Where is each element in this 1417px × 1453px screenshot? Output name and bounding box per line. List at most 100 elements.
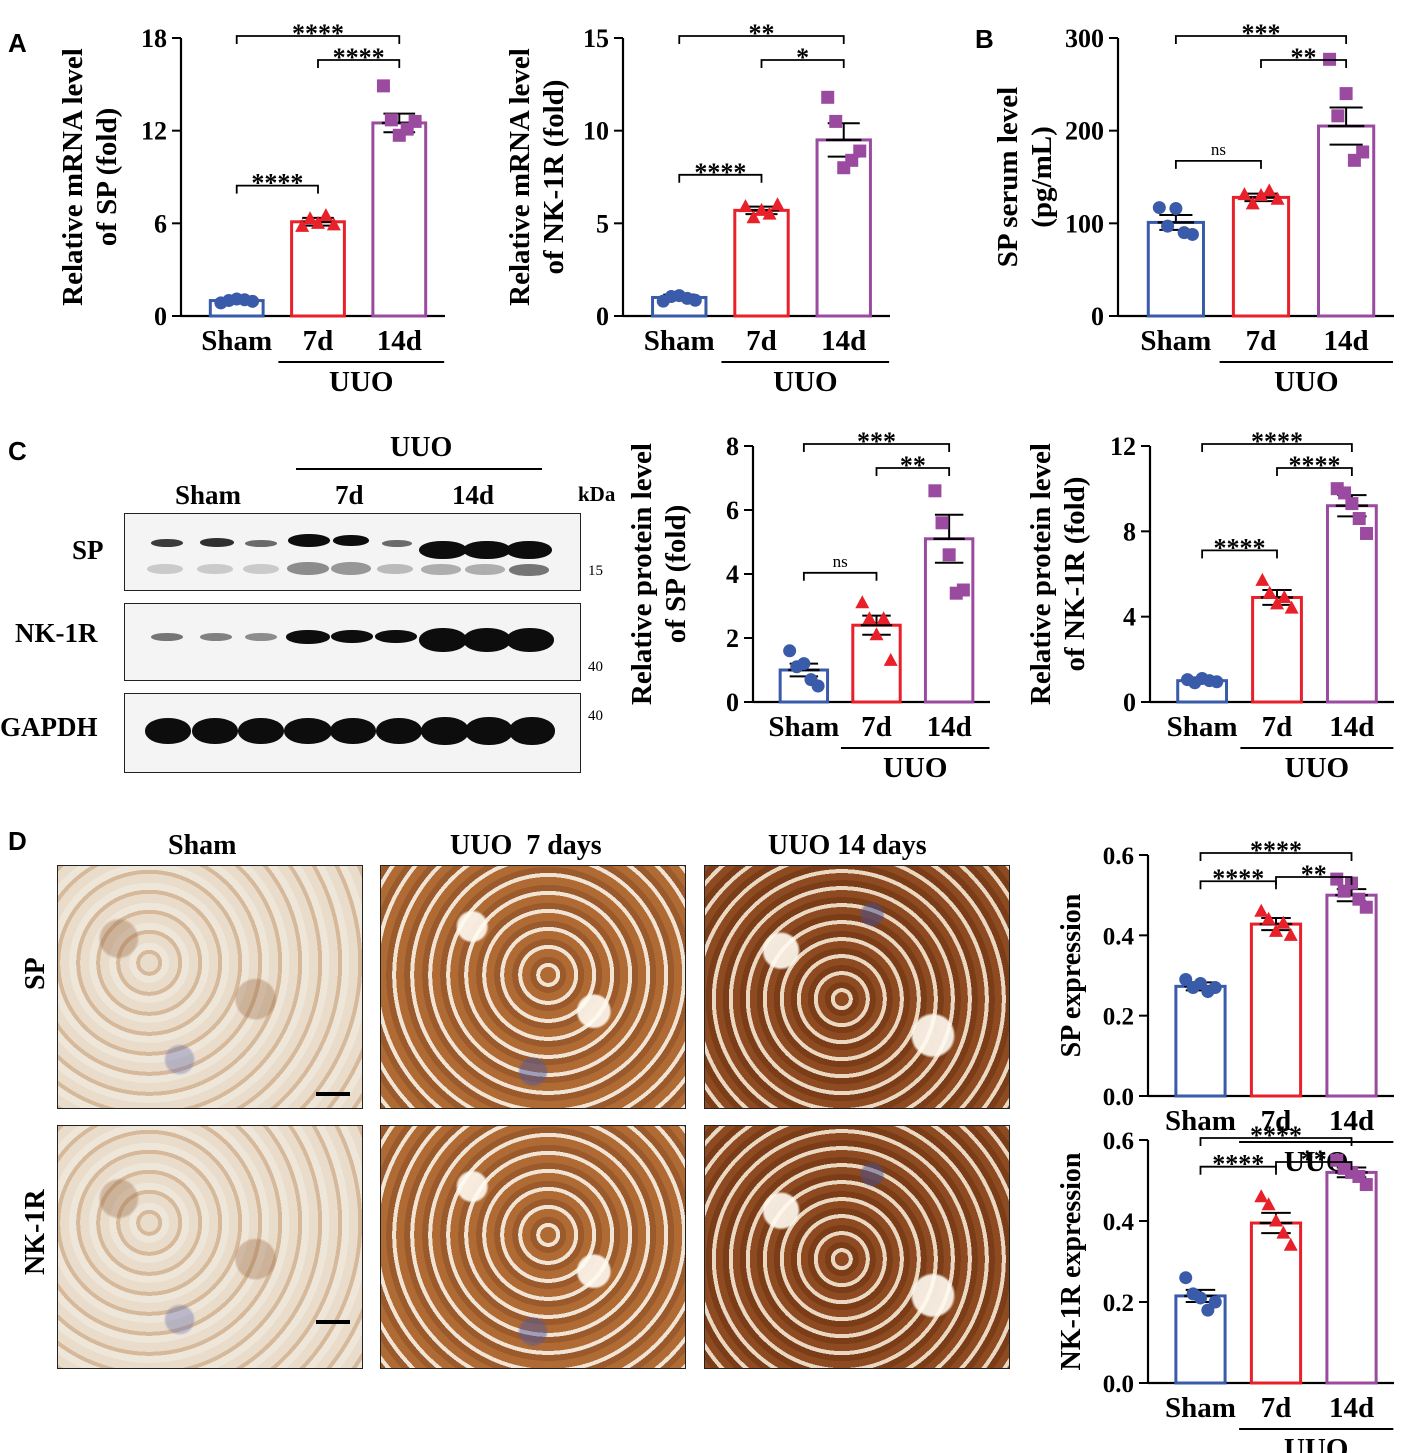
data-point [811, 679, 825, 693]
ihc-col-sham: Sham [168, 830, 237, 861]
blot-col-7d: 7d [335, 480, 364, 510]
blot-header-line [296, 468, 542, 470]
data-point [738, 199, 753, 213]
x-tick-label: 14d [821, 325, 866, 357]
data-point [1270, 596, 1284, 610]
group-label: UUO [329, 366, 393, 398]
significance-label: ns [833, 552, 848, 571]
bar-14d [1325, 893, 1378, 1098]
data-point [1359, 1178, 1373, 1192]
y-tick-label: 2 [726, 624, 739, 653]
marker-15: 15 [588, 563, 603, 579]
data-point [1283, 927, 1298, 941]
data-point [853, 144, 867, 158]
x-tick-label: 7d [303, 325, 334, 357]
data-point [1169, 202, 1183, 216]
significance-bracket [235, 184, 319, 194]
significance-bracket [1199, 1137, 1353, 1146]
significance-label: **** [333, 43, 385, 72]
data-point [1269, 1213, 1283, 1227]
data-point [1254, 903, 1269, 917]
blot-gapdh [124, 693, 581, 773]
ihc-sp-sham-image [57, 865, 363, 1109]
significance-label: ** [1291, 43, 1317, 72]
data-point [408, 114, 422, 128]
significance-bracket [1174, 35, 1348, 44]
bar-7d [1249, 922, 1303, 1098]
significance-label: **** [1250, 1121, 1302, 1150]
significance-label: ** [749, 19, 775, 48]
blot-col-14d: 14d [452, 480, 495, 510]
data-point [1360, 526, 1374, 540]
significance-bracket [1260, 59, 1348, 68]
x-tick-label: 14d [1329, 1105, 1374, 1137]
data-point [1276, 1225, 1291, 1239]
significance-bracket [317, 59, 401, 68]
data-point [821, 90, 835, 104]
significance-bracket [802, 443, 951, 452]
data-point [942, 548, 956, 562]
bar-7d [733, 208, 790, 318]
x-tick-label: 14d [1329, 1392, 1374, 1424]
scale-bar [316, 1320, 350, 1324]
x-tick-label: 7d [1246, 325, 1277, 357]
data-point [1185, 227, 1199, 241]
data-point [246, 294, 260, 308]
data-point [1283, 1237, 1298, 1251]
data-point [1237, 187, 1252, 201]
data-point [1277, 589, 1292, 603]
significance-bracket [1199, 852, 1353, 861]
y-tick-label: 0 [1091, 302, 1104, 331]
significance-bracket [1201, 549, 1278, 559]
y-tick-label: 0.4 [1103, 1209, 1135, 1236]
significance-label: **** [1212, 1150, 1264, 1179]
significance-label: ** [1301, 1145, 1327, 1174]
significance-bracket [875, 467, 951, 476]
data-point [1352, 512, 1366, 526]
y-axis-label: Relative protein level [626, 443, 658, 705]
y-tick-label: 0.2 [1103, 1004, 1134, 1031]
panel-letter-b: B [975, 24, 994, 54]
significance-bracket [760, 59, 845, 68]
y-tick-label: 0 [1123, 688, 1136, 717]
marker-40-nk1r: 40 [588, 659, 603, 675]
y-tick-label: 10 [583, 117, 609, 146]
ihc-sp-7d-image [380, 865, 686, 1109]
x-tick-label: Sham [768, 711, 839, 743]
y-axis-label: Relative mRNA level [504, 48, 536, 306]
data-point [1193, 1291, 1207, 1305]
data-point [1161, 219, 1175, 233]
y-tick-label: 4 [726, 560, 739, 589]
data-point [688, 293, 702, 307]
blot-row-sp: SP [72, 535, 104, 565]
y-tick-label: 8 [726, 432, 739, 461]
x-tick-label: Sham [1165, 1392, 1236, 1424]
y-tick-label: 0.0 [1103, 1084, 1134, 1111]
data-point [829, 114, 843, 128]
data-point [1270, 191, 1285, 205]
y-tick-label: 4 [1123, 603, 1136, 632]
data-point [376, 79, 390, 93]
data-point [770, 197, 785, 211]
x-tick-label: Sham [201, 325, 272, 357]
data-point [326, 217, 341, 231]
blot-header-uuo: UUO [390, 432, 453, 463]
data-point [1262, 585, 1277, 599]
significance-label: ** [900, 451, 926, 480]
data-point [1245, 196, 1260, 210]
significance-label: **** [1214, 533, 1266, 562]
significance-label: ** [1301, 860, 1327, 889]
x-tick-label: 7d [1262, 711, 1293, 743]
data-point [876, 611, 891, 625]
y-axis-label: NK-1R expression [1056, 1152, 1087, 1370]
x-tick-label: Sham [1167, 711, 1238, 743]
group-label: UUO [773, 366, 837, 398]
blot-col-sham: Sham [175, 480, 242, 510]
data-point [295, 218, 310, 232]
group-label: UUO [1285, 752, 1349, 784]
x-tick-label: 7d [861, 711, 892, 743]
data-point [762, 206, 777, 220]
